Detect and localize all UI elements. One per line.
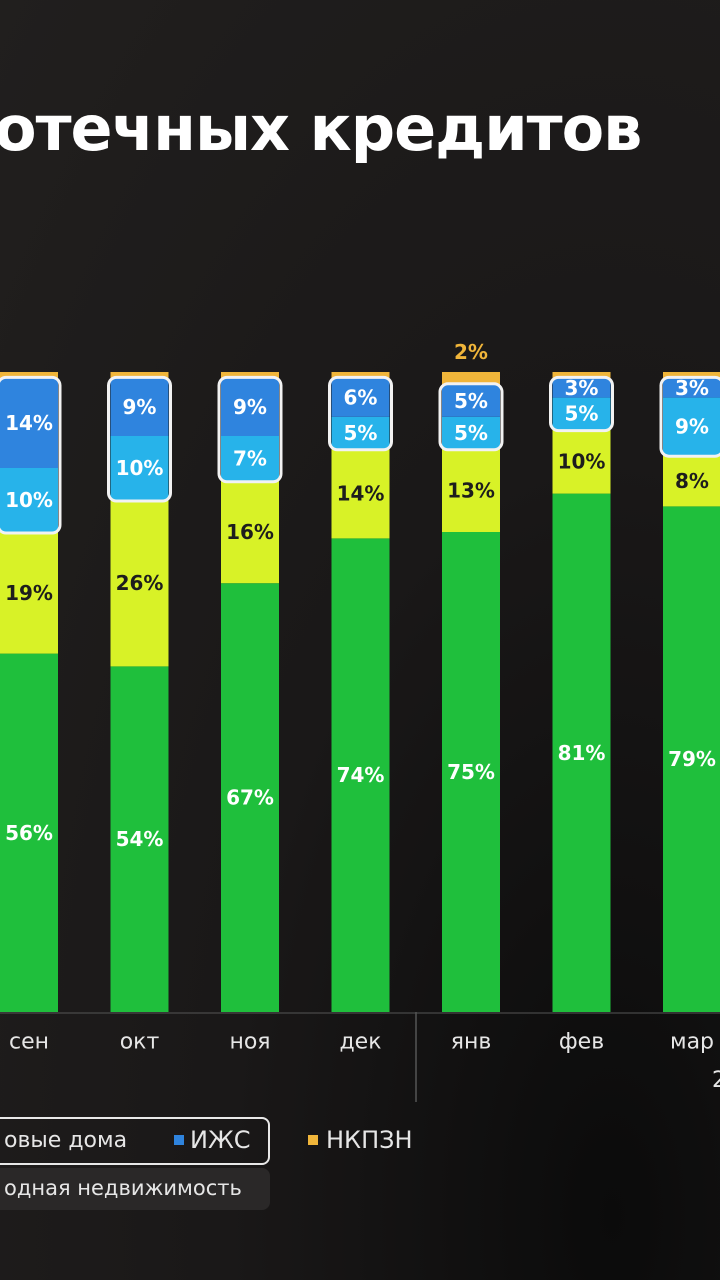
- label-izhs-b-0: 14%: [5, 411, 53, 435]
- izhs-outline-5: [549, 375, 614, 433]
- legend-label-secondary: одная недвижимость: [4, 1176, 242, 1200]
- bar-secondary-1: [110, 500, 169, 667]
- bar-nkpzn-5: [552, 372, 611, 379]
- label-new-homes-4: 75%: [447, 760, 495, 784]
- bar-izhs-a-4: [442, 416, 500, 449]
- x-tick-label-6: мар: [670, 1030, 714, 1055]
- label-izhs-a-6: 9%: [675, 414, 709, 438]
- bar-new-homes-4: [442, 532, 500, 1012]
- label-secondary-3: 14%: [337, 482, 385, 506]
- bar-izhs-a-5: [552, 397, 611, 430]
- izhs-outline-1: [107, 375, 172, 503]
- chart-title: отечных кредитов: [0, 92, 642, 165]
- bar-izhs-b-0: [0, 378, 58, 468]
- x-tick-label-1: окт: [120, 1030, 160, 1055]
- bar-secondary-2: [221, 480, 279, 584]
- bar-izhs-b-5: [552, 378, 611, 398]
- label-izhs-b-5: 3%: [565, 376, 599, 400]
- bar-secondary-5: [552, 429, 611, 494]
- legend-label-new-homes: овые дома: [4, 1128, 128, 1153]
- label-new-homes-2: 67%: [226, 786, 274, 810]
- label-izhs-a-1: 10%: [116, 456, 164, 480]
- bar-secondary-3: [331, 448, 390, 539]
- label-izhs-b-6: 3%: [675, 376, 709, 400]
- bar-izhs-b-4: [442, 384, 500, 417]
- bar-nkpzn-6: [663, 372, 720, 379]
- label-secondary-5: 10%: [558, 450, 606, 474]
- label-secondary-6: 8%: [675, 469, 709, 493]
- bar-new-homes-6: [663, 506, 720, 1012]
- bar-izhs-b-2: [221, 378, 279, 436]
- label-izhs-a-5: 5%: [565, 402, 599, 426]
- legend-swatch-nkpzn: [308, 1135, 318, 1145]
- bar-izhs-b-3: [331, 378, 390, 417]
- label-izhs-a-3: 5%: [344, 421, 378, 445]
- x-tick-label-0: сен: [9, 1030, 49, 1055]
- bar-izhs-a-3: [331, 416, 390, 449]
- x-tick-label-2: ноя: [229, 1030, 270, 1055]
- x-tick-label-5: фев: [559, 1030, 604, 1055]
- legend-row-secondary: [0, 1168, 270, 1210]
- label-new-homes-5: 81%: [558, 741, 606, 765]
- bar-izhs-a-1: [110, 436, 169, 500]
- label-izhs-b-3: 6%: [344, 386, 378, 410]
- izhs-outline-6: [659, 375, 720, 458]
- bar-nkpzn-0: [0, 372, 58, 379]
- bar-izhs-b-1: [110, 378, 169, 436]
- bar-izhs-a-2: [221, 436, 279, 481]
- label-izhs-a-0: 10%: [5, 488, 53, 512]
- bar-new-homes-1: [110, 666, 169, 1012]
- label-izhs-a-2: 7%: [233, 446, 267, 470]
- bar-izhs-a-0: [0, 468, 58, 532]
- legend-swatch-izhs: [174, 1135, 184, 1145]
- bar-nkpzn-4: [442, 372, 500, 385]
- bar-new-homes-2: [221, 583, 279, 1012]
- izhs-outline-4: [438, 382, 504, 452]
- label-nkpzn-4: 2%: [454, 340, 488, 364]
- bar-nkpzn-2: [221, 372, 279, 379]
- x-tick-label-4: янв: [451, 1030, 492, 1055]
- label-izhs-b-2: 9%: [233, 395, 267, 419]
- label-new-homes-3: 74%: [337, 763, 385, 787]
- legend-label-izhs: ИЖС: [190, 1126, 251, 1154]
- label-izhs-b-4: 5%: [454, 389, 488, 413]
- bar-secondary-6: [663, 455, 720, 507]
- izhs-outline-3: [328, 375, 393, 452]
- year-label-fragment: 2: [712, 1068, 720, 1093]
- label-secondary-1: 26%: [116, 571, 164, 595]
- bar-new-homes-3: [331, 538, 390, 1012]
- izhs-outline-0: [0, 375, 62, 535]
- label-secondary-0: 19%: [5, 581, 53, 605]
- bar-izhs-a-6: [663, 397, 720, 456]
- label-new-homes-0: 56%: [5, 821, 53, 845]
- bar-nkpzn-3: [331, 372, 390, 379]
- bar-new-homes-5: [552, 493, 611, 1013]
- legend-group-box: [0, 1117, 270, 1165]
- label-secondary-2: 16%: [226, 520, 274, 544]
- label-izhs-a-4: 5%: [454, 421, 488, 445]
- bar-izhs-b-6: [663, 378, 720, 398]
- label-izhs-b-1: 9%: [123, 395, 157, 419]
- bar-new-homes-0: [0, 653, 58, 1012]
- bar-secondary-0: [0, 532, 58, 654]
- bar-nkpzn-1: [110, 372, 169, 379]
- x-tick-label-3: дек: [339, 1030, 381, 1055]
- label-new-homes-6: 79%: [668, 747, 716, 771]
- izhs-outline-2: [217, 375, 283, 484]
- label-secondary-4: 13%: [447, 478, 495, 502]
- label-new-homes-1: 54%: [116, 827, 164, 851]
- bar-secondary-4: [442, 448, 500, 532]
- legend-label-nkpzn: НКПЗН: [326, 1126, 413, 1154]
